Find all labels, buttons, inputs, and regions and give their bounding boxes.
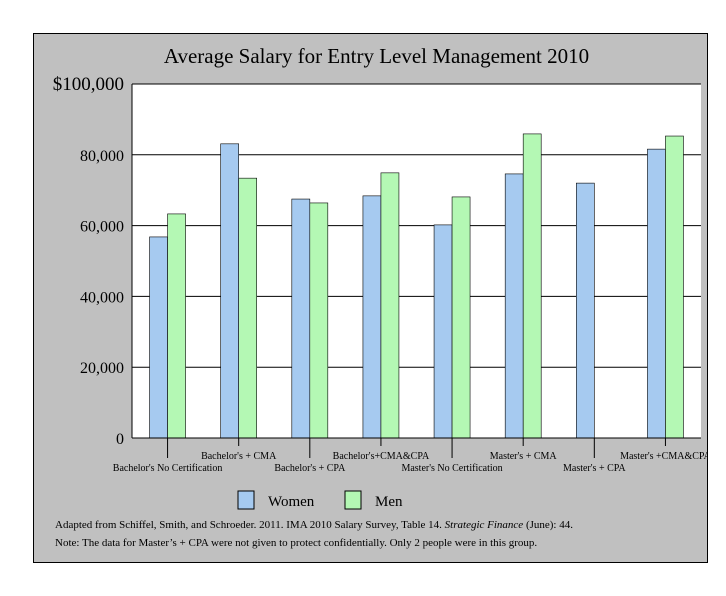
legend-swatch-women xyxy=(237,490,255,510)
data-note: Note: The data for Master’s + CPA were n… xyxy=(55,537,538,549)
y-tick-label: $100,000 xyxy=(53,74,124,95)
y-tick-label: 40,000 xyxy=(80,289,124,306)
x-tick-label: Master's + CPA xyxy=(563,463,626,474)
x-tick-label: Bachelor's + CPA xyxy=(274,463,346,474)
bar-women xyxy=(149,236,168,439)
bar-men xyxy=(665,135,684,439)
source-text: Adapted from Schiffel, Smith, and Schroe… xyxy=(55,519,445,531)
bar-women xyxy=(220,143,239,439)
x-tick-label: Master's No Certification xyxy=(401,463,502,474)
source-suffix: (June): 44. xyxy=(523,519,573,531)
bar-men xyxy=(167,213,186,439)
bar-women xyxy=(291,198,311,439)
legend-label: Women xyxy=(268,494,315,510)
bar-women xyxy=(576,182,595,439)
bar-chart: Average Salary for Entry Level Managemen… xyxy=(53,44,707,510)
chart-frame: Average Salary for Entry Level Managemen… xyxy=(33,33,708,563)
plot-area xyxy=(132,84,701,438)
bar-men xyxy=(451,196,471,439)
y-tick-label: 60,000 xyxy=(80,219,124,236)
bar-women xyxy=(647,148,666,439)
y-tick-label: 80,000 xyxy=(80,148,124,165)
y-tick-label: 20,000 xyxy=(80,360,124,377)
x-tick-label: Master's +CMA&CPA xyxy=(620,451,707,462)
chart-title: Average Salary for Entry Level Managemen… xyxy=(164,44,589,68)
bar-women xyxy=(362,195,382,439)
source-note: Adapted from Schiffel, Smith, and Schroe… xyxy=(55,519,573,531)
y-tick-label: 0 xyxy=(116,431,124,448)
bar-women xyxy=(433,224,453,439)
bar-men xyxy=(309,202,329,439)
source-journal: Strategic Finance xyxy=(444,519,524,531)
legend-label: Men xyxy=(375,494,403,510)
bar-women xyxy=(504,173,524,439)
bar-men xyxy=(522,133,542,439)
x-tick-label: Master's + CMA xyxy=(490,451,558,462)
x-tick-label: Bachelor's+CMA&CPA xyxy=(333,451,430,462)
legend-swatch-men xyxy=(344,490,362,510)
x-tick-label: Bachelor's No Certification xyxy=(113,463,223,474)
bar-men xyxy=(380,172,400,439)
x-tick-label: Bachelor's + CMA xyxy=(201,451,277,462)
bar-men xyxy=(238,177,257,439)
